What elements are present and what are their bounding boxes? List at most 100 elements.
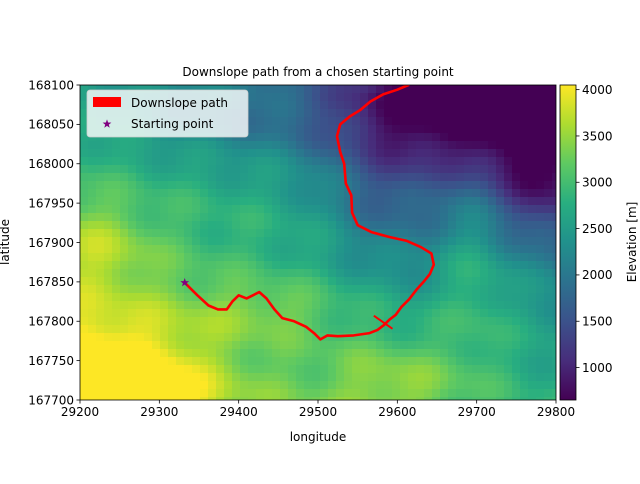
heatmap-cell [136, 173, 145, 182]
heatmap-cell [168, 333, 177, 342]
heatmap-cell [512, 237, 521, 246]
heatmap-cell [408, 261, 417, 270]
heatmap-cell [128, 365, 137, 374]
heatmap-cell [280, 269, 289, 278]
heatmap-cell [152, 253, 161, 262]
heatmap-cell [536, 101, 545, 110]
heatmap-cell [496, 101, 505, 110]
heatmap-cell [152, 317, 161, 326]
heatmap-cell [536, 237, 545, 246]
heatmap-cell [448, 269, 457, 278]
heatmap-cell [536, 221, 545, 230]
heatmap-cell [200, 197, 209, 206]
heatmap-cell [208, 317, 217, 326]
heatmap-cell [312, 285, 321, 294]
heatmap-cell [440, 397, 449, 400]
heatmap-cell [264, 93, 273, 102]
heatmap-cell [344, 245, 353, 254]
heatmap-cell [336, 357, 345, 366]
heatmap-cell [312, 341, 321, 350]
heatmap-cell [120, 261, 129, 270]
heatmap-cell [336, 293, 345, 302]
heatmap-cell [288, 149, 297, 158]
heatmap-cell [272, 277, 281, 286]
heatmap-cell [256, 341, 265, 350]
heatmap-cell [528, 285, 537, 294]
heatmap-cell [392, 269, 401, 278]
heatmap-cell [352, 197, 361, 206]
heatmap-cell [344, 269, 353, 278]
heatmap-cell [192, 157, 201, 166]
heatmap-cell [88, 245, 97, 254]
heatmap-cell [320, 341, 329, 350]
heatmap-cell [208, 277, 217, 286]
heatmap-cell [88, 389, 97, 398]
heatmap-cell [384, 237, 393, 246]
heatmap-cell [360, 133, 369, 142]
heatmap-cell [160, 325, 169, 334]
heatmap-cell [96, 341, 105, 350]
heatmap-cell [440, 309, 449, 318]
heatmap-cell [408, 109, 417, 118]
y-tick-label: 167850 [28, 275, 74, 289]
heatmap-cell [440, 357, 449, 366]
heatmap-cell [216, 173, 225, 182]
heatmap-cell [424, 349, 433, 358]
heatmap-cell [384, 173, 393, 182]
heatmap-cell [408, 389, 417, 398]
heatmap-cell [456, 101, 465, 110]
heatmap-cell [200, 301, 209, 310]
heatmap-cell [472, 157, 481, 166]
heatmap-cell [152, 365, 161, 374]
heatmap-cell [80, 133, 89, 142]
heatmap-cell [160, 189, 169, 198]
heatmap-cell [232, 237, 241, 246]
heatmap-cell [80, 293, 89, 302]
heatmap-cell [168, 373, 177, 382]
heatmap-cell [256, 141, 265, 150]
heatmap-cell [456, 269, 465, 278]
heatmap-cell [224, 157, 233, 166]
heatmap-cell [200, 285, 209, 294]
heatmap-cell [312, 133, 321, 142]
heatmap-cell [104, 277, 113, 286]
heatmap-cell [160, 141, 169, 150]
heatmap-cell [96, 269, 105, 278]
heatmap-cell [408, 237, 417, 246]
heatmap-cell [216, 317, 225, 326]
heatmap-cell [408, 133, 417, 142]
heatmap-cell [464, 269, 473, 278]
heatmap-cell [272, 365, 281, 374]
heatmap-cell [112, 365, 121, 374]
heatmap-cell [288, 221, 297, 230]
heatmap-cell [480, 205, 489, 214]
heatmap-cell [256, 325, 265, 334]
heatmap-cell [272, 157, 281, 166]
heatmap-cell [456, 165, 465, 174]
heatmap-cell [240, 389, 249, 398]
heatmap-cell [536, 213, 545, 222]
heatmap-cell [376, 181, 385, 190]
heatmap-cell [280, 333, 289, 342]
heatmap-cell [112, 261, 121, 270]
heatmap-cell [248, 181, 257, 190]
heatmap-cell [232, 333, 241, 342]
heatmap-cell [496, 293, 505, 302]
heatmap-cell [496, 189, 505, 198]
heatmap-cell [160, 157, 169, 166]
heatmap-cell [296, 133, 305, 142]
heatmap-cell [432, 325, 441, 334]
heatmap-cell [320, 221, 329, 230]
heatmap-cell [176, 325, 185, 334]
heatmap-cell [208, 365, 217, 374]
heatmap-cell [384, 165, 393, 174]
heatmap-cell [96, 141, 105, 150]
heatmap-cell [232, 213, 241, 222]
heatmap-cell [344, 293, 353, 302]
heatmap-cell [168, 397, 177, 400]
heatmap-cell [352, 157, 361, 166]
heatmap-cell [80, 85, 89, 94]
heatmap-cell [272, 237, 281, 246]
heatmap-cell [496, 181, 505, 190]
heatmap-cell [120, 221, 129, 230]
